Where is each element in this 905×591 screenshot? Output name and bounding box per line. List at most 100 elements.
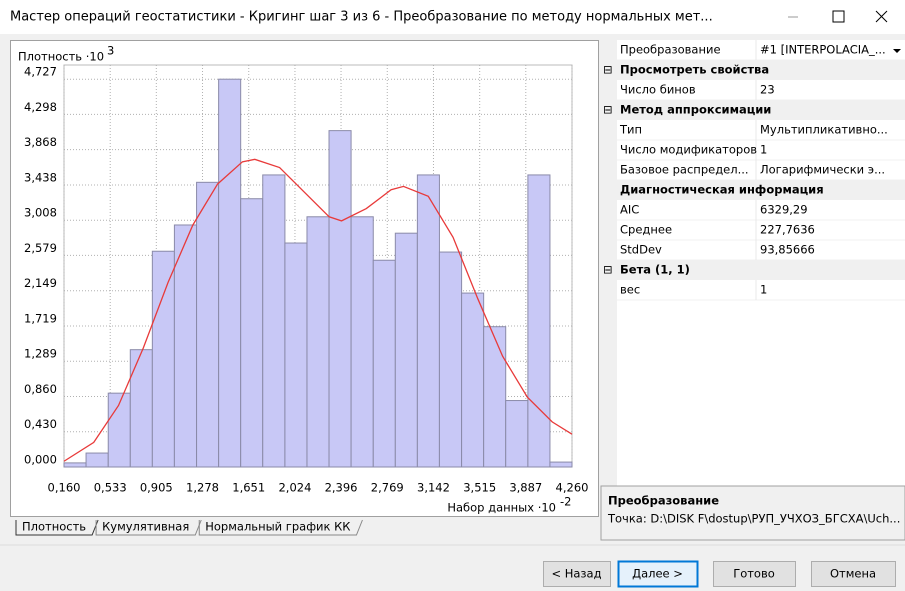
y-tick-label: 4,298 [24,100,57,114]
y-tick-label: 3,868 [24,135,57,149]
description-text: Точка: D:\DISK F\dostup\РУП_УЧХОЗ_БГСХА\… [607,512,900,526]
button-label[interactable]: Готово [733,567,775,581]
x-tick-label: 3,515 [463,481,496,495]
property-name: StdDev [620,243,662,257]
expander: ⊟ [603,263,613,277]
property-value: 23 [760,83,775,97]
x-tick-label: 2,769 [371,481,404,495]
property-value: 227,7636 [760,223,815,237]
property-value: Логарифмически э... [760,163,885,177]
y-axis-label-exp: 3 [107,44,114,58]
bar [350,216,374,468]
button[interactable] [543,561,611,587]
expander: ⊟ [603,103,613,117]
category-row [617,60,905,80]
bar [483,326,507,468]
bar [151,250,175,468]
bar [438,251,463,468]
property-name: Число бинов [620,83,696,97]
property-name: вес [620,283,640,297]
bar [461,292,485,468]
y-axis-label: Плотность ·10 [18,50,104,64]
property-name: Число модификаторов [620,143,757,157]
description-panel [600,485,905,541]
y-tick-label: 1,289 [24,347,57,361]
category-row [617,180,905,200]
button-label[interactable]: Далее > [632,567,683,581]
bar [394,232,418,468]
tab[interactable] [95,519,202,536]
bar [63,462,87,468]
window-title: Мастер операций геостатистики - Кригинг … [10,10,713,25]
property-value: 1 [760,283,767,297]
y-tick-label: 0,430 [24,417,57,431]
button-label[interactable]: < Назад [551,567,601,581]
property-value: 6329,29 [760,203,808,217]
button[interactable] [713,561,796,587]
category-label: Просмотреть свойства [620,63,769,77]
bar [196,181,220,468]
y-tick-label: 4,727 [24,65,57,79]
bar [129,349,153,468]
button[interactable] [617,560,699,588]
bar [284,242,308,468]
bar [527,174,551,468]
x-tick-label: 2,024 [278,481,311,495]
bar [306,216,330,468]
x-tick-label: 0,905 [140,481,173,495]
x-axis-label: Набор данных ·10 [447,501,556,515]
tab-label[interactable]: Плотность [22,520,86,534]
density-curve [63,158,573,462]
x-tick-label: 2,396 [325,481,358,495]
x-tick-label: 0,533 [94,481,127,495]
property-value: 93,85666 [760,243,815,257]
bar [416,174,440,468]
bar [262,174,286,468]
button[interactable] [811,561,896,587]
button-label[interactable]: Отмена [830,567,876,581]
bar [328,130,352,468]
y-tick-label: 1,719 [24,311,57,325]
category-row [617,100,905,120]
y-tick-label: 0,000 [24,453,57,467]
property-name: Тип [619,123,642,137]
tab[interactable] [198,519,363,536]
property-value[interactable]: #1 [INTERPOLACIA_... [760,43,886,57]
dropdown-arrow[interactable] [893,49,901,53]
property-value: 1 [760,143,767,157]
x-tick-label: 0,160 [48,481,81,495]
y-tick-label: 3,008 [24,206,57,220]
tab[interactable] [15,519,99,536]
y-tick-label: 2,149 [24,276,57,290]
maximize[interactable] [832,10,845,23]
y-tick-label: 0,860 [24,382,57,396]
property-name: AIC [620,203,639,217]
y-tick-label: 3,438 [24,170,57,184]
property-name: Преобразование [620,43,721,57]
x-tick-label: 3,887 [509,481,542,495]
category-label: Метод аппроксимации [620,103,771,117]
x-tick-label: 4,260 [556,481,589,495]
x-tick-label: 3,142 [417,481,450,495]
category-row [617,260,905,280]
grid-margin [601,40,617,486]
title-bar [0,0,905,34]
bar [218,78,242,468]
tab-label[interactable]: Кумулятивная [102,520,189,534]
x-tick-label: 1,651 [232,481,265,495]
property-name: Базовое распредел... [620,163,749,177]
bar [505,400,529,468]
property-value: Мультипликативно... [760,123,888,137]
x-tick-label: 1,278 [186,481,219,495]
bar [240,198,264,468]
category-label: Диагностическая информация [620,183,824,197]
y-tick-label: 2,579 [24,241,57,255]
close[interactable] [875,10,888,23]
property-name: Среднее [620,223,672,237]
x-axis-label-exp: -2 [560,495,571,509]
description-title: Преобразование [608,494,719,508]
category-label: Бета (1, 1) [620,263,690,277]
tab-label[interactable]: Нормальный график КК [205,520,350,534]
bar [549,461,573,468]
